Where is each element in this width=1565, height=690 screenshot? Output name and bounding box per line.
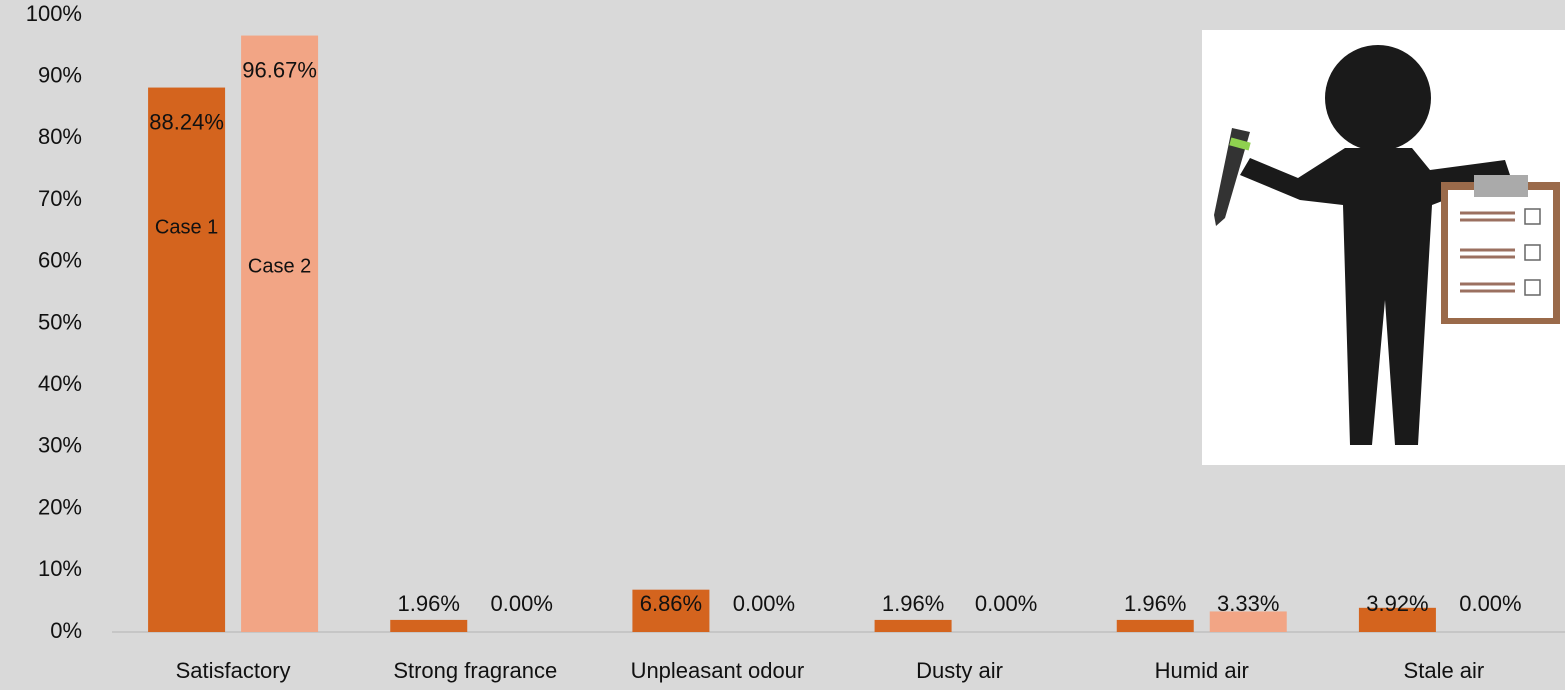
x-tick-label: Satisfactory — [176, 658, 291, 683]
y-tick-label: 90% — [38, 63, 82, 88]
y-tick-label: 30% — [38, 433, 82, 458]
data-label: 1.96% — [882, 591, 944, 616]
y-tick-label: 60% — [38, 248, 82, 273]
bar — [874, 619, 952, 632]
data-label: 0.00% — [733, 591, 795, 616]
y-tick-label: 100% — [26, 1, 82, 26]
bar — [632, 589, 710, 632]
data-label: 3.92% — [1366, 591, 1428, 616]
data-label: 1.96% — [1124, 591, 1186, 616]
data-label: 88.24% — [149, 109, 224, 134]
y-tick-label: 50% — [38, 309, 82, 334]
bar — [1358, 607, 1436, 632]
illustration — [1202, 30, 1565, 465]
y-tick-label: 40% — [38, 371, 82, 396]
data-label: 96.67% — [242, 57, 317, 82]
x-tick-label: Unpleasant odour — [631, 658, 805, 683]
bar — [1209, 611, 1287, 632]
series-label: Case 1 — [155, 216, 218, 238]
data-label: 6.86% — [640, 591, 702, 616]
bar — [241, 35, 319, 633]
bar — [1116, 619, 1194, 632]
data-label: 0.00% — [975, 591, 1037, 616]
y-tick-label: 80% — [38, 124, 82, 149]
x-tick-label: Dusty air — [916, 658, 1003, 683]
y-tick-label: 0% — [50, 618, 82, 643]
data-label: 3.33% — [1217, 591, 1279, 616]
bar — [390, 619, 468, 632]
data-label: 0.00% — [491, 591, 553, 616]
series-label: Case 2 — [248, 255, 311, 277]
x-tick-label: Stale air — [1404, 658, 1485, 683]
x-tick-label: Strong fragrance — [393, 658, 557, 683]
data-label: 0.00% — [1459, 591, 1521, 616]
y-tick-label: 20% — [38, 494, 82, 519]
x-tick-label: Humid air — [1155, 658, 1249, 683]
y-tick-label: 10% — [38, 556, 82, 581]
data-label: 1.96% — [398, 591, 460, 616]
y-tick-label: 70% — [38, 186, 82, 211]
bar — [148, 87, 226, 632]
